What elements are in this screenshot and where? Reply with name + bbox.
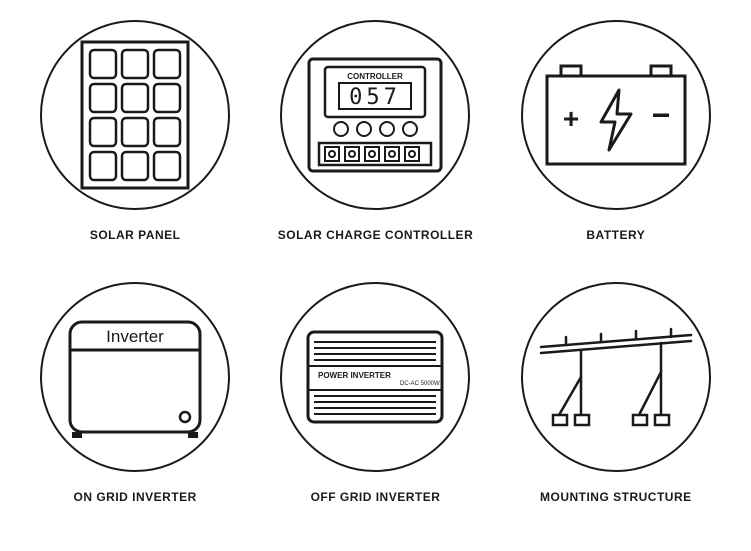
icon-grid: SOLAR PANEL CONTROLLER 057 bbox=[30, 20, 721, 504]
battery-icon: + − bbox=[521, 20, 711, 210]
svg-text:+: + bbox=[563, 103, 579, 134]
mounting-structure-icon bbox=[521, 282, 711, 472]
svg-text:−: − bbox=[651, 97, 670, 133]
label-solar-panel: SOLAR PANEL bbox=[90, 228, 181, 242]
charge-controller-icon: CONTROLLER 057 bbox=[280, 20, 470, 210]
label-charge-controller: SOLAR CHARGE CONTROLLER bbox=[278, 228, 474, 242]
solar-panel-icon bbox=[40, 20, 230, 210]
svg-text:DC-AC 5000W: DC-AC 5000W bbox=[400, 381, 440, 387]
svg-text:Inverter: Inverter bbox=[106, 327, 164, 346]
label-on-grid-inverter: ON GRID INVERTER bbox=[73, 490, 196, 504]
label-battery: BATTERY bbox=[586, 228, 645, 242]
svg-text:CONTROLLER: CONTROLLER bbox=[348, 72, 404, 81]
off-grid-inverter-icon: POWER INVERTER DC-AC 5000W bbox=[280, 282, 470, 472]
cell-on-grid-inverter: Inverter ON GRID INVERTER bbox=[30, 282, 240, 504]
label-off-grid-inverter: OFF GRID INVERTER bbox=[311, 490, 441, 504]
cell-off-grid-inverter: POWER INVERTER DC-AC 5000W OFF GRID INVE… bbox=[270, 282, 480, 504]
cell-charge-controller: CONTROLLER 057 bbox=[270, 20, 480, 242]
cell-solar-panel: SOLAR PANEL bbox=[30, 20, 240, 242]
label-mounting-structure: MOUNTING STRUCTURE bbox=[540, 490, 692, 504]
cell-mounting-structure: MOUNTING STRUCTURE bbox=[511, 282, 721, 504]
on-grid-inverter-icon: Inverter bbox=[40, 282, 230, 472]
svg-text:POWER INVERTER: POWER INVERTER bbox=[318, 371, 391, 380]
svg-text:057: 057 bbox=[350, 85, 402, 110]
cell-battery: + − BATTERY bbox=[511, 20, 721, 242]
